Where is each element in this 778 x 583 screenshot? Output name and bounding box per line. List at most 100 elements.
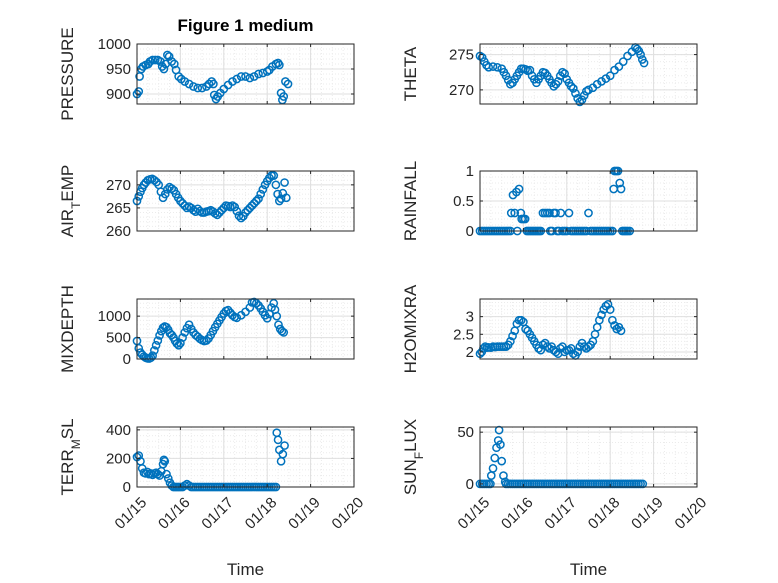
- data-point: [560, 69, 569, 78]
- data-point: [551, 208, 560, 218]
- data-point: [493, 436, 503, 445]
- data-point: [579, 91, 589, 100]
- data-point: [575, 97, 585, 107]
- data-point: [521, 324, 530, 334]
- data-point: [247, 201, 257, 210]
- axes-box: [479, 43, 698, 105]
- y-tick-label: 950: [106, 61, 131, 78]
- data-point: [176, 196, 185, 206]
- data-point: [158, 323, 168, 333]
- y-tick-label: 0: [123, 351, 131, 368]
- data-point: [279, 92, 289, 101]
- data-point: [172, 339, 182, 348]
- data-point: [215, 208, 224, 217]
- x-axis-label: Time: [570, 560, 607, 579]
- y-axis-label: H2OMIXRA: [401, 284, 420, 373]
- data-point: [614, 62, 624, 71]
- data-point: [608, 315, 617, 325]
- data-point: [150, 175, 159, 185]
- data-point: [204, 79, 214, 89]
- axes-box: [136, 170, 355, 232]
- data-point: [232, 313, 242, 323]
- subplot-air_temp: 260 265 270 AIRTEMP: [58, 165, 355, 240]
- y-tick-label: 270: [106, 177, 131, 194]
- data-point: [571, 89, 580, 98]
- data-point: [178, 333, 187, 342]
- data-point: [252, 196, 261, 206]
- data-point: [184, 320, 194, 330]
- data-point: [553, 77, 563, 86]
- data-point: [236, 72, 246, 81]
- data-point: [230, 202, 239, 212]
- data-point: [484, 62, 494, 72]
- data-point: [514, 184, 524, 194]
- data-point: [176, 338, 185, 348]
- subplot-pressure: 900 950 1000 PRESSURE Figure 1 medium: [58, 16, 355, 121]
- y-axis-label: AIRTEMP: [58, 165, 83, 238]
- data-point: [209, 79, 218, 89]
- data-point: [254, 194, 263, 204]
- data-point: [256, 189, 266, 199]
- data-point: [584, 342, 593, 351]
- y-tick-label: 400: [106, 422, 131, 439]
- data-point: [252, 298, 261, 308]
- x-axis-label: Time: [227, 560, 264, 579]
- data-point: [174, 72, 184, 81]
- data-point: [595, 315, 604, 325]
- data-point: [497, 456, 507, 466]
- data-point: [243, 205, 253, 215]
- data-point: [584, 85, 593, 95]
- axes-box: [479, 298, 698, 360]
- data-point: [278, 449, 288, 459]
- data-point: [193, 83, 203, 93]
- data-point: [275, 196, 284, 206]
- chart-title: Figure 1 medium: [177, 16, 313, 35]
- data-point: [501, 71, 511, 81]
- axes-box: [136, 298, 355, 360]
- y-tick-label: 900: [106, 86, 131, 103]
- data-point: [271, 180, 281, 190]
- data-point: [228, 77, 237, 86]
- axes-box: [136, 426, 355, 488]
- y-tick-label: 200: [106, 450, 131, 467]
- data-point: [202, 336, 211, 345]
- data-point: [245, 303, 255, 312]
- data-point: [597, 310, 606, 320]
- data-point: [639, 58, 649, 68]
- data-point: [612, 324, 622, 334]
- data-point: [150, 346, 159, 355]
- data-point: [223, 305, 233, 315]
- y-axis-label: RAINFALL: [401, 161, 420, 241]
- data-point: [167, 57, 177, 66]
- data-point: [542, 342, 552, 351]
- y-tick-label: 2.5: [453, 326, 474, 343]
- data-point: [160, 189, 170, 199]
- y-axis-label: TERRMSL: [58, 418, 83, 495]
- data-point: [197, 83, 207, 93]
- data-point: [232, 206, 242, 216]
- data-point: [280, 441, 289, 450]
- data-point: [155, 331, 164, 340]
- data-point: [180, 77, 190, 86]
- data-point: [162, 469, 171, 479]
- data-point: [228, 310, 237, 320]
- data-point: [556, 208, 566, 218]
- data-point: [560, 347, 569, 357]
- data-point: [603, 299, 613, 309]
- data-point: [150, 55, 160, 65]
- data-point: [568, 349, 578, 359]
- data-point: [618, 57, 628, 66]
- y-tick-label: 1000: [98, 36, 131, 53]
- data-point: [506, 208, 516, 218]
- data-point: [167, 184, 177, 193]
- data-point: [159, 64, 169, 74]
- data-point: [573, 347, 583, 357]
- data-point: [488, 62, 498, 71]
- data-point: [249, 198, 259, 208]
- data-point: [241, 72, 250, 81]
- data-point: [501, 342, 511, 351]
- data-point: [245, 73, 255, 83]
- y-tick-label: 0.5: [453, 193, 474, 210]
- data-point: [545, 344, 554, 353]
